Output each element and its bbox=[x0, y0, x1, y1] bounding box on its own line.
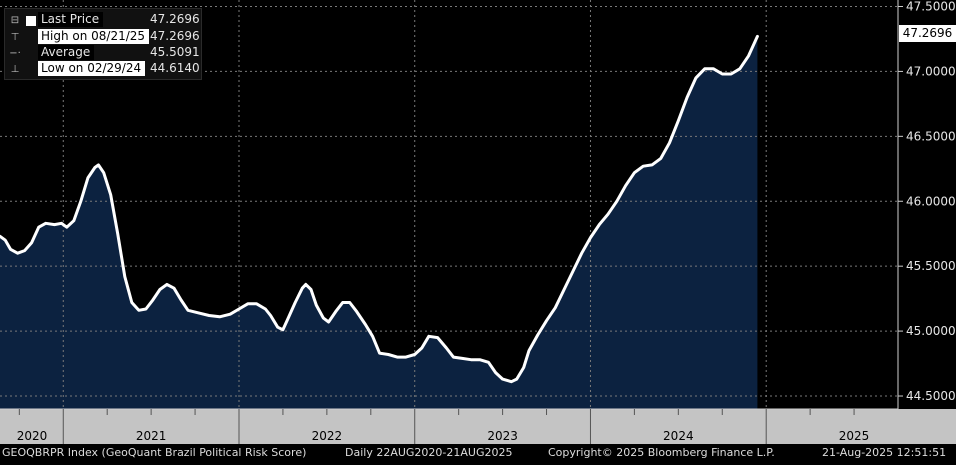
y-tick-label: 46.5000 bbox=[906, 129, 956, 143]
x-tick-label: 2023 bbox=[487, 429, 518, 443]
average-marker-icon: −· bbox=[9, 48, 21, 59]
footer-index-desc: GEOQBRPR Index (GeoQuant Brazil Politica… bbox=[2, 446, 307, 459]
x-tick-label: 2020 bbox=[17, 429, 48, 443]
last-price-swatch-icon bbox=[26, 16, 36, 26]
legend-row-average: −· Average 45.5091 bbox=[5, 45, 201, 60]
legend-high-label: High on 08/21/25 bbox=[38, 29, 150, 44]
y-tick-label: 45.0000 bbox=[906, 324, 956, 338]
legend: ⊟ Last Price 47.2696 ⊤ High on 08/21/25 … bbox=[4, 8, 202, 80]
footer-copyright: Copyright© 2025 Bloomberg Finance L.P. bbox=[548, 446, 775, 459]
legend-row-low: ⊥ Low on 02/29/24 44.6140 bbox=[5, 61, 201, 76]
series-area-fill bbox=[0, 36, 758, 410]
x-tick-label: 2021 bbox=[136, 429, 167, 443]
legend-last-price-value: 47.2696 bbox=[150, 12, 200, 26]
legend-low-label: Low on 02/29/24 bbox=[38, 61, 146, 76]
legend-row-high: ⊤ High on 08/21/25 47.2696 bbox=[5, 29, 201, 44]
x-tick-label: 2025 bbox=[839, 429, 870, 443]
collapse-icon[interactable]: ⊟ bbox=[10, 15, 20, 26]
legend-average-label: Average bbox=[38, 45, 95, 60]
x-tick-label: 2024 bbox=[663, 429, 694, 443]
footer: GEOQBRPR Index (GeoQuant Brazil Politica… bbox=[0, 444, 956, 461]
y-tick-label: 44.5000 bbox=[906, 389, 956, 403]
legend-row-last-price: ⊟ Last Price 47.2696 bbox=[5, 12, 201, 27]
series-line bbox=[0, 34, 759, 384]
x-axis-band bbox=[0, 409, 956, 444]
y-tick-label: 47.0000 bbox=[906, 64, 956, 78]
footer-timestamp: 21-Aug-2025 12:51:51 bbox=[822, 446, 947, 459]
legend-average-value: 45.5091 bbox=[150, 45, 200, 59]
legend-last-price-label: Last Price bbox=[38, 12, 104, 27]
y-tick-label: 45.5000 bbox=[906, 259, 956, 273]
legend-high-value: 47.2696 bbox=[150, 29, 200, 43]
last-price-tag: 47.2696 bbox=[899, 25, 956, 42]
footer-range: Daily 22AUG2020-21AUG2025 bbox=[345, 446, 513, 459]
legend-low-value: 44.6140 bbox=[150, 61, 200, 75]
y-tick-label: 46.0000 bbox=[906, 194, 956, 208]
low-marker-icon: ⊥ bbox=[10, 64, 20, 75]
high-marker-icon: ⊤ bbox=[10, 32, 20, 43]
y-tick-label: 47.5000 bbox=[906, 0, 956, 13]
x-tick-label: 2022 bbox=[312, 429, 343, 443]
